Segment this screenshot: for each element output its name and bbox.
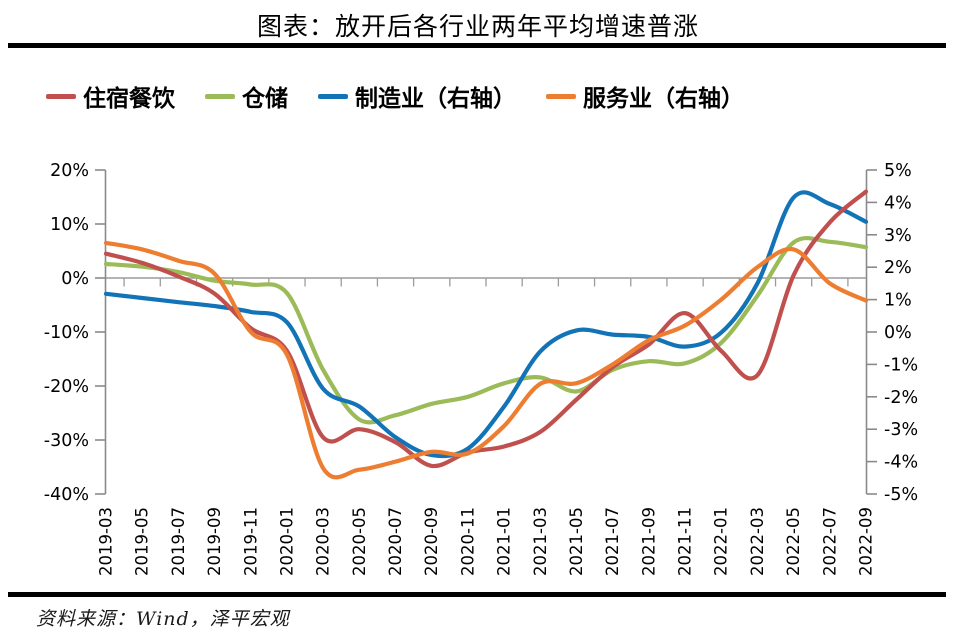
right-axis-tick-label: -5% — [884, 485, 918, 505]
series-line-manufacturing — [103, 190, 869, 459]
x-axis-label: 2021-01 — [495, 507, 514, 576]
x-axis-label: 2020-07 — [386, 507, 405, 576]
left-axis-tick-label: 20% — [50, 161, 89, 181]
legend-label-accommodation-catering: 住宿餐饮 — [83, 85, 175, 111]
series-line-accommodation-catering — [103, 189, 869, 469]
legend-line-swatch-services — [546, 93, 576, 99]
x-axis-label: 2022-01 — [712, 507, 731, 576]
x-axis-label: 2021-09 — [639, 507, 658, 576]
x-axis-label: 2019-03 — [97, 507, 116, 576]
x-axis-label: 2020-11 — [458, 507, 477, 576]
right-axis-tick-label: -1% — [884, 355, 918, 375]
chart-title: 图表：放开后各行业两年平均增速普涨 — [256, 12, 699, 41]
left-axis-tick-label: -20% — [44, 377, 89, 397]
right-axis-tick-label: 5% — [884, 161, 912, 181]
x-axis-label: 2022-07 — [820, 507, 839, 576]
source-note: 资料来源：Wind，泽平宏观 — [36, 608, 290, 630]
legend-line-swatch-accommodation-catering — [46, 93, 76, 99]
series-line-services — [103, 240, 869, 480]
legend-label-manufacturing: 制造业（右轴） — [355, 85, 516, 111]
right-axis-tick-label: 3% — [884, 226, 912, 246]
x-axis-label: 2019-09 — [205, 507, 224, 576]
x-axis-label: 2021-11 — [676, 507, 695, 576]
left-axis-tick-label: -30% — [44, 431, 89, 451]
bottom-divider — [8, 592, 946, 597]
right-axis-tick-label: -2% — [884, 388, 918, 408]
x-axis-label: 2022-03 — [748, 507, 767, 576]
x-axis-label: 2020-01 — [277, 507, 296, 576]
legend-item-manufacturing: 制造业（右轴） — [318, 79, 516, 113]
legend-line-swatch-manufacturing — [318, 93, 348, 99]
right-axis-tick-label: 0% — [884, 323, 912, 343]
x-axis-label: 2019-05 — [133, 507, 152, 576]
right-axis-tick-label: -4% — [884, 453, 918, 473]
legend: 住宿餐饮 仓储 制造业（右轴） 服务业（右轴） — [46, 79, 744, 113]
x-axis-label: 2019-07 — [169, 507, 188, 576]
x-axis-label: 2019-11 — [241, 507, 260, 576]
legend-item-accommodation-catering: 住宿餐饮 — [46, 79, 175, 113]
top-divider — [8, 43, 946, 48]
legend-item-warehousing: 仓储 — [205, 79, 288, 113]
left-axis-tick-label: -40% — [44, 485, 89, 505]
legend-line-swatch-warehousing — [205, 93, 235, 99]
left-axis-tick-label: 0% — [61, 269, 89, 289]
x-axis-label: 2021-03 — [531, 507, 550, 576]
series-line-warehousing — [103, 235, 869, 425]
right-axis-tick-label: 2% — [884, 258, 912, 278]
x-axis-label: 2020-09 — [422, 507, 441, 576]
legend-label-warehousing: 仓储 — [242, 85, 288, 111]
legend-item-services: 服务业（右轴） — [546, 79, 744, 113]
x-axis-label: 2021-07 — [603, 507, 622, 576]
right-axis-tick-label: -3% — [884, 420, 918, 440]
x-axis-label: 2021-05 — [567, 507, 586, 576]
x-axis-label: 2020-03 — [314, 507, 333, 576]
x-axis-label: 2020-05 — [350, 507, 369, 576]
x-axis-label: 2022-05 — [784, 507, 803, 576]
x-axis-label: 2022-09 — [857, 507, 876, 576]
legend-label-services: 服务业（右轴） — [583, 85, 744, 111]
left-axis-tick-label: -10% — [44, 323, 89, 343]
right-axis-tick-label: 1% — [884, 291, 912, 311]
right-axis-tick-label: 4% — [884, 193, 912, 213]
left-axis-tick-label: 10% — [50, 215, 89, 235]
